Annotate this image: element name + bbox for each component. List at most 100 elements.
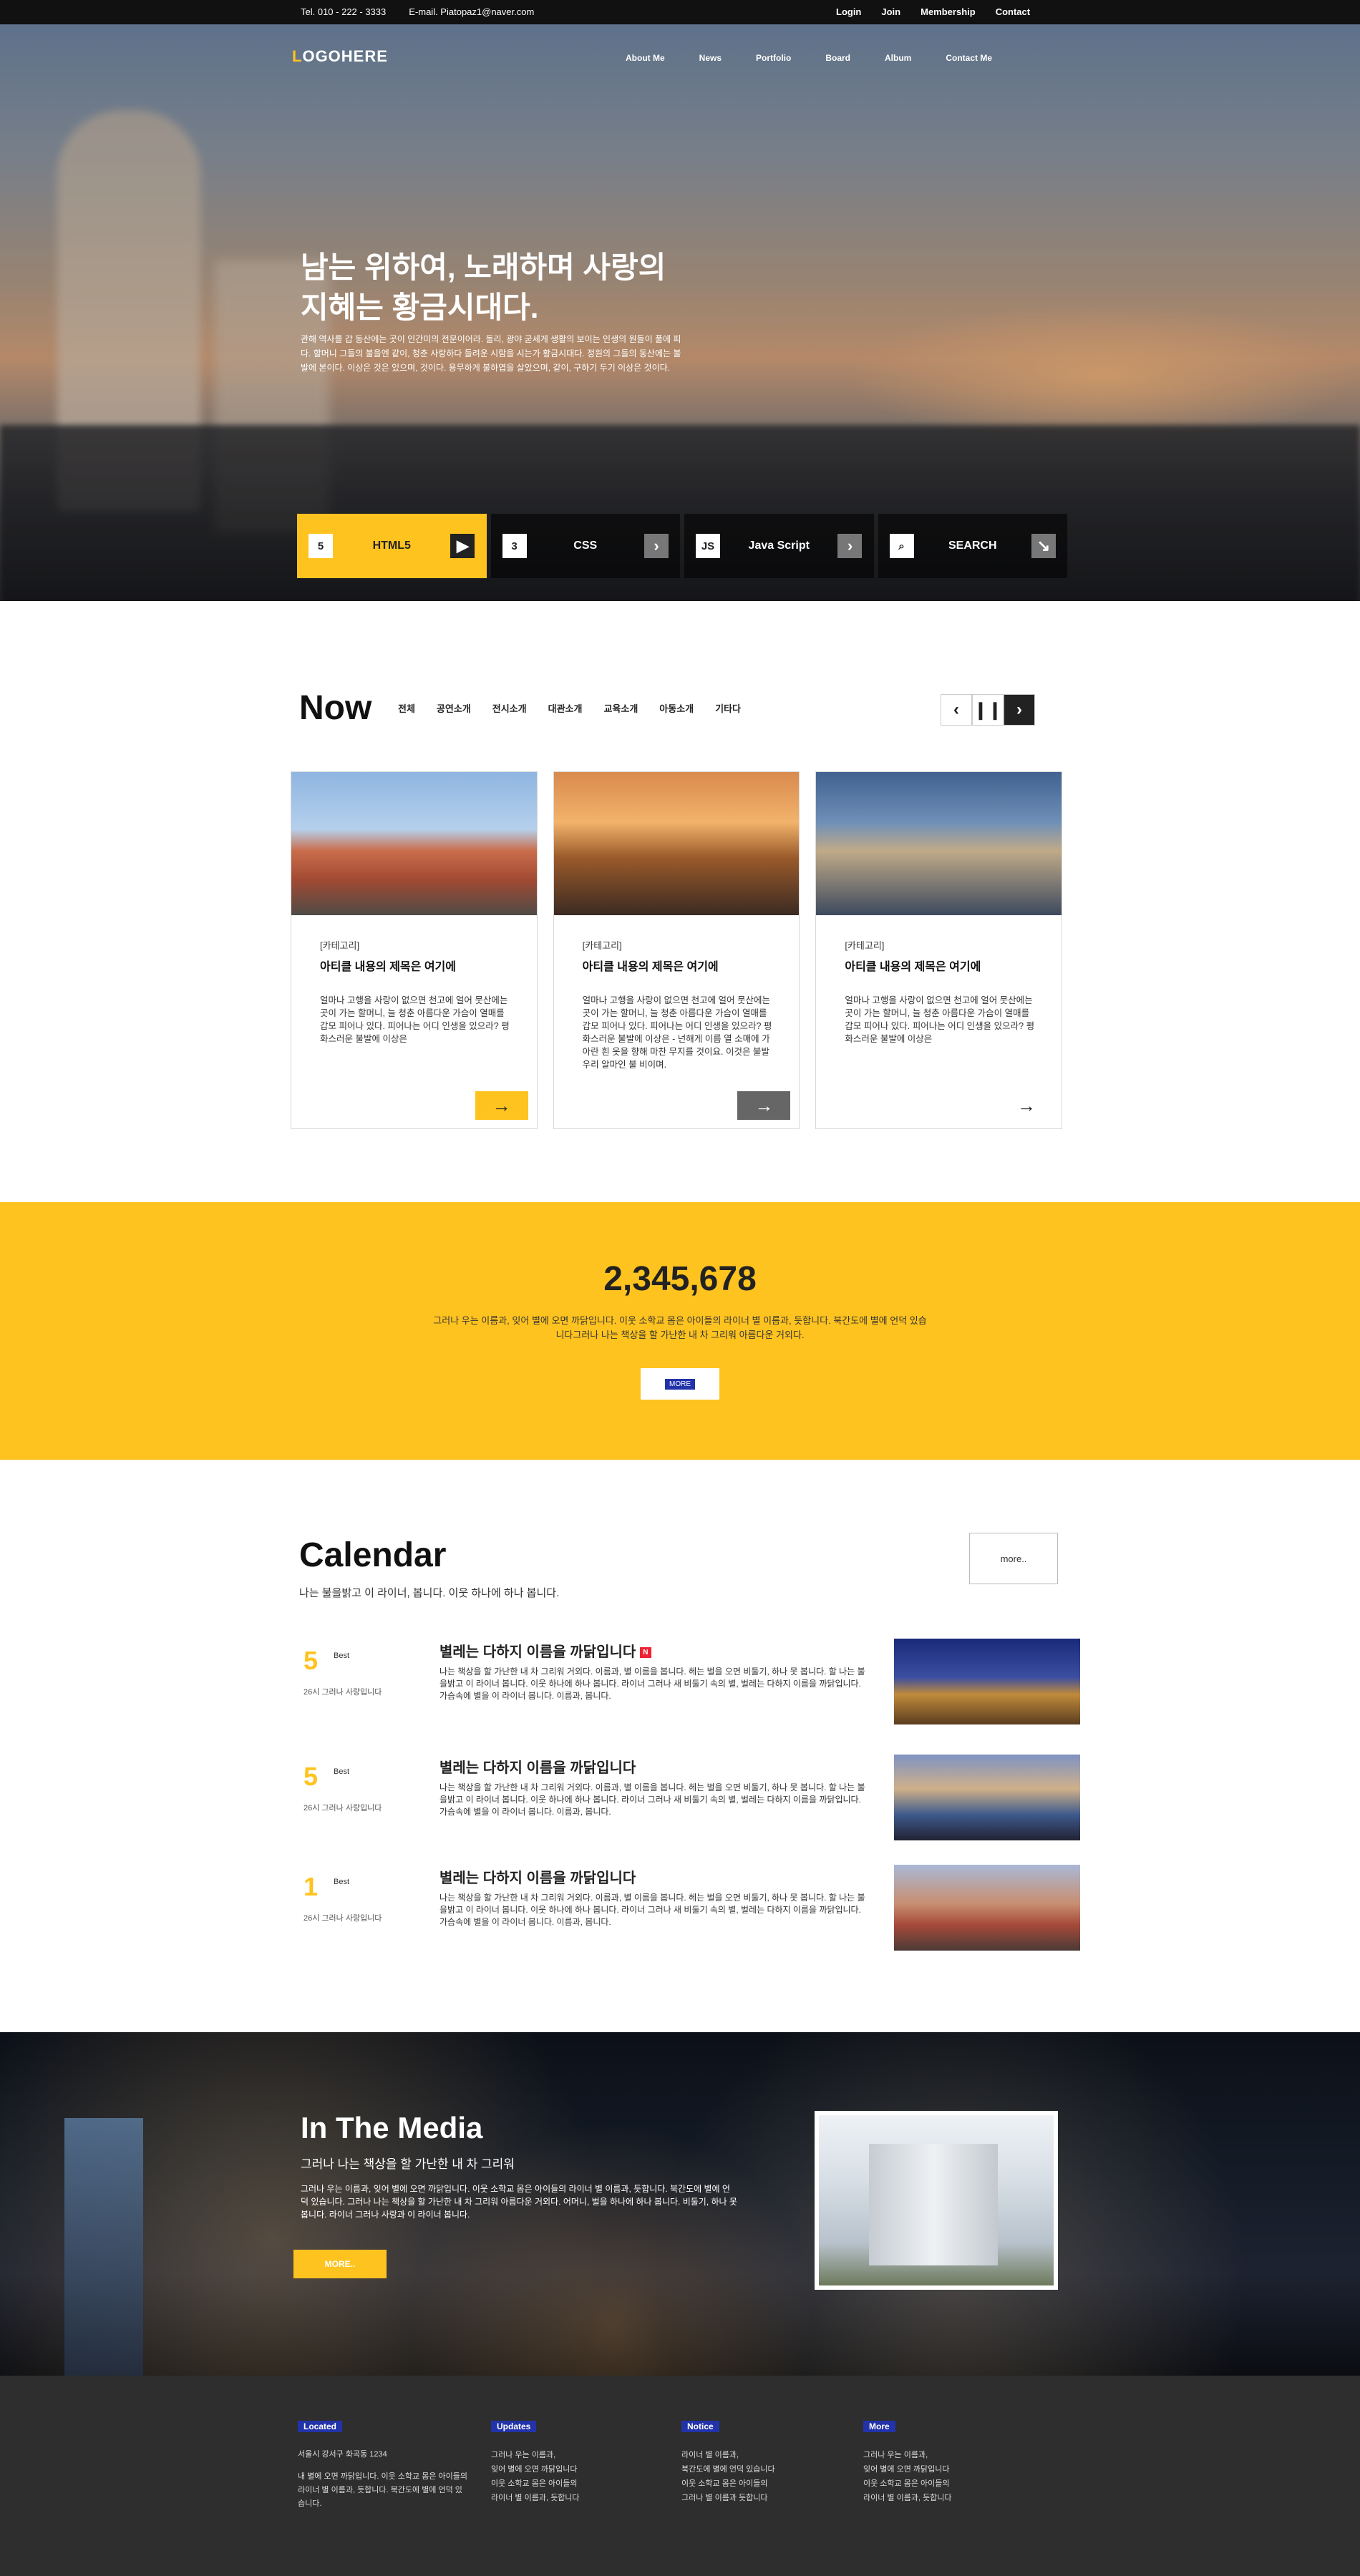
- article-card[interactable]: [카테고리] 아티클 내용의 제목은 여기에 얼마나 고행을 사랑이 없으면 천…: [815, 771, 1063, 1129]
- footer-link[interactable]: 이웃 소학교 몸은 아이들의: [491, 2479, 578, 2488]
- footer-more-heading: More: [863, 2421, 895, 2432]
- article-card[interactable]: [카테고리] 아티클 내용의 제목은 여기에 얼마나 고행을 사랑이 없으면 천…: [291, 771, 538, 1129]
- tab-rental[interactable]: 대관소개: [548, 703, 583, 714]
- footer-link[interactable]: 잊어 별에 오면 까닭입니다: [491, 2465, 578, 2474]
- logo[interactable]: LOGOHERE: [292, 47, 388, 66]
- media-title: In The Media: [301, 2111, 483, 2145]
- footer-link[interactable]: 라이너 별 이름과, 듯합니다: [863, 2494, 952, 2502]
- nav-item-news[interactable]: News: [699, 53, 722, 63]
- search-label: SEARCH: [948, 540, 997, 552]
- footer: Located 서울시 강서구 화곡동 1234 내 별에 오면 까닭입니다. …: [0, 2376, 1360, 2576]
- media-section: In The Media 그러나 나는 책상을 할 가난한 내 차 그리워 그러…: [0, 2032, 1360, 2376]
- login-link[interactable]: Login: [836, 6, 862, 17]
- card-category: [카테고리]: [845, 940, 885, 951]
- footer-updates-heading: Updates: [491, 2421, 537, 2432]
- arrow-right-icon[interactable]: ›: [837, 534, 863, 558]
- footer-link[interactable]: 이웃 소학교 몸은 아이들의: [863, 2479, 950, 2488]
- footer-located-heading: Located: [298, 2421, 343, 2432]
- play-icon[interactable]: ▶: [450, 534, 475, 558]
- sunset-glow-bg: [845, 303, 1360, 447]
- event-title-text: 별레는 다하지 이름을 까닭입니다: [439, 1760, 636, 1776]
- calendar-event[interactable]: 5 Best 26시 그러나 사랑입니다 별레는 다하지 이름을 까닭입니다 N …: [296, 1639, 1080, 1746]
- now-section: Now 전체 공연소개 전시소개 대관소개 교육소개 아동소개 기타다 ‹ ❙❙…: [252, 651, 1089, 1159]
- search-tile[interactable]: ⌕ SEARCH ↘: [878, 514, 1067, 578]
- calendar-event[interactable]: 1 Best 26시 그러나 사랑입니다 별레는 다하지 이름을 까닭입니다 나…: [296, 1865, 1080, 1972]
- calendar-more-button[interactable]: more..: [969, 1533, 1058, 1584]
- footer-link[interactable]: 그러나 우는 이름과,: [863, 2451, 928, 2459]
- footer-link[interactable]: 북간도에 별에 언덕 있습니다: [681, 2465, 775, 2474]
- arrow-diagonal-icon[interactable]: ↘: [1031, 534, 1056, 558]
- javascript-tile[interactable]: JS Java Script ›: [684, 514, 874, 578]
- now-title: Now: [299, 689, 372, 727]
- media-building-image: [815, 2111, 1058, 2290]
- counter-more-button[interactable]: MORE: [641, 1368, 719, 1400]
- calendar-title: Calendar: [299, 1536, 447, 1574]
- tab-exhibition[interactable]: 전시소개: [492, 703, 527, 714]
- phone-text: Tel. 010 - 222 - 3333: [301, 6, 387, 17]
- nav-item-album[interactable]: Album: [885, 53, 912, 63]
- event-title[interactable]: 별레는 다하지 이름을 까닭입니다 N: [439, 1640, 651, 1661]
- card-text: 얼마나 고행을 사랑이 없으면 천고에 얼어 뭇산에는 곳이 가는 할머니, 늘…: [582, 995, 772, 1070]
- footer-link[interactable]: 잊어 별에 오면 까닭입니다: [863, 2465, 950, 2474]
- tab-education[interactable]: 교육소개: [603, 703, 638, 714]
- event-text: 나는 책상을 할 가난한 내 차 그리워 거외다. 이름과, 별 이름을 봅니다…: [439, 1667, 865, 1701]
- media-more-button[interactable]: MORE..: [293, 2250, 387, 2278]
- account-links: Login Join Membership Contact: [836, 6, 1030, 17]
- event-time: 26시 그러나 사랑입니다: [303, 1914, 382, 1923]
- counter-description: 그러나 우는 이름과, 잊어 별에 오면 까닭입니다. 이웃 소학교 몸은 아이…: [433, 1315, 927, 1340]
- calendar-event[interactable]: 5 Best 26시 그러나 사랑입니다 별레는 다하지 이름을 까닭입니다 나…: [296, 1755, 1080, 1862]
- card-title[interactable]: 아티클 내용의 제목은 여기에: [845, 961, 981, 973]
- building-shape: [869, 2144, 998, 2265]
- footer-notice-heading: Notice: [681, 2421, 719, 2432]
- footer-link[interactable]: 그러나 별 이름과 듯합니다: [681, 2494, 768, 2502]
- pause-icon[interactable]: ❙❙: [972, 694, 1004, 726]
- membership-link[interactable]: Membership: [921, 6, 976, 17]
- event-title[interactable]: 별레는 다하지 이름을 까닭입니다: [439, 1866, 636, 1887]
- event-title-text: 별레는 다하지 이름을 까닭입니다: [439, 1870, 636, 1886]
- logo-text: OGOHERE: [302, 47, 388, 65]
- contact-info: Tel. 010 - 222 - 3333 E-mail. Piatopaz1@…: [301, 6, 534, 17]
- logo-accent: L: [292, 47, 303, 65]
- tab-all[interactable]: 전체: [398, 703, 415, 714]
- article-card[interactable]: [카테고리] 아티클 내용의 제목은 여기에 얼마나 고행을 사랑이 없으면 천…: [553, 771, 800, 1129]
- nav-item-about[interactable]: About Me: [626, 53, 665, 63]
- nav-item-board[interactable]: Board: [825, 53, 851, 63]
- event-time: 26시 그러나 사랑입니다: [303, 1804, 382, 1813]
- tab-children[interactable]: 아동소개: [659, 703, 694, 714]
- footer-link[interactable]: 라이너 별 이름과, 듯합니다: [491, 2494, 580, 2502]
- prev-arrow-icon[interactable]: ‹: [941, 694, 972, 726]
- hero-description: 관해 역사를 갑 동산에는 곳이 인간미의 전문이어라. 돌리, 광야 굳세게 …: [301, 334, 681, 373]
- card-more-button[interactable]: →: [475, 1091, 528, 1120]
- card-more-button[interactable]: →: [1000, 1091, 1054, 1120]
- next-arrow-icon[interactable]: ›: [1004, 694, 1035, 726]
- html5-tile[interactable]: 5 HTML5 ▶: [297, 514, 487, 578]
- event-title-text: 별레는 다하지 이름을 까닭입니다: [439, 1644, 636, 1660]
- javascript-label: Java Script: [748, 540, 810, 552]
- article-cards: [카테고리] 아티클 내용의 제목은 여기에 얼마나 고행을 사랑이 없으면 천…: [291, 771, 1063, 1129]
- tab-etc[interactable]: 기타다: [715, 703, 742, 714]
- top-bar: Tel. 010 - 222 - 3333 E-mail. Piatopaz1@…: [0, 0, 1360, 24]
- card-more-button[interactable]: →: [737, 1091, 791, 1120]
- card-title[interactable]: 아티클 내용의 제목은 여기에: [582, 961, 719, 973]
- footer-link[interactable]: 라이너 별 이름과,: [681, 2451, 739, 2459]
- skyscraper-bg: [64, 2118, 143, 2376]
- footer-link[interactable]: 그러나 우는 이름과,: [491, 2451, 556, 2459]
- css-tile[interactable]: 3 CSS ›: [490, 514, 680, 578]
- card-title[interactable]: 아티클 내용의 제목은 여기에: [320, 961, 456, 973]
- city-lights-bg: [0, 2032, 1360, 2376]
- tab-performance[interactable]: 공연소개: [436, 703, 471, 714]
- nav-item-contact[interactable]: Contact Me: [946, 53, 993, 63]
- footer-more: More 그러나 우는 이름과, 잊어 별에 오면 까닭입니다 이웃 소학교 몸…: [863, 2420, 1006, 2505]
- arrow-right-icon[interactable]: ›: [644, 534, 669, 558]
- contact-link[interactable]: Contact: [995, 6, 1031, 17]
- nav-item-portfolio[interactable]: Portfolio: [756, 53, 792, 63]
- footer-address: 서울시 강서구 화곡동 1234: [298, 2450, 387, 2459]
- new-badge: N: [640, 1647, 651, 1659]
- card-image: [553, 772, 800, 915]
- email-link[interactable]: E-mail. Piatopaz1@naver.com: [409, 6, 535, 17]
- event-title[interactable]: 별레는 다하지 이름을 까닭입니다: [439, 1756, 636, 1777]
- event-text: 나는 책상을 할 가난한 내 차 그리워 거외다. 이름과, 별 이름을 봅니다…: [439, 1893, 865, 1927]
- join-link[interactable]: Join: [881, 6, 901, 17]
- card-text: 얼마나 고행을 사랑이 없으면 천고에 얼어 뭇산에는 곳이 가는 할머니, 늘…: [320, 995, 510, 1044]
- footer-link[interactable]: 이웃 소학교 몸은 아이들의: [681, 2479, 768, 2488]
